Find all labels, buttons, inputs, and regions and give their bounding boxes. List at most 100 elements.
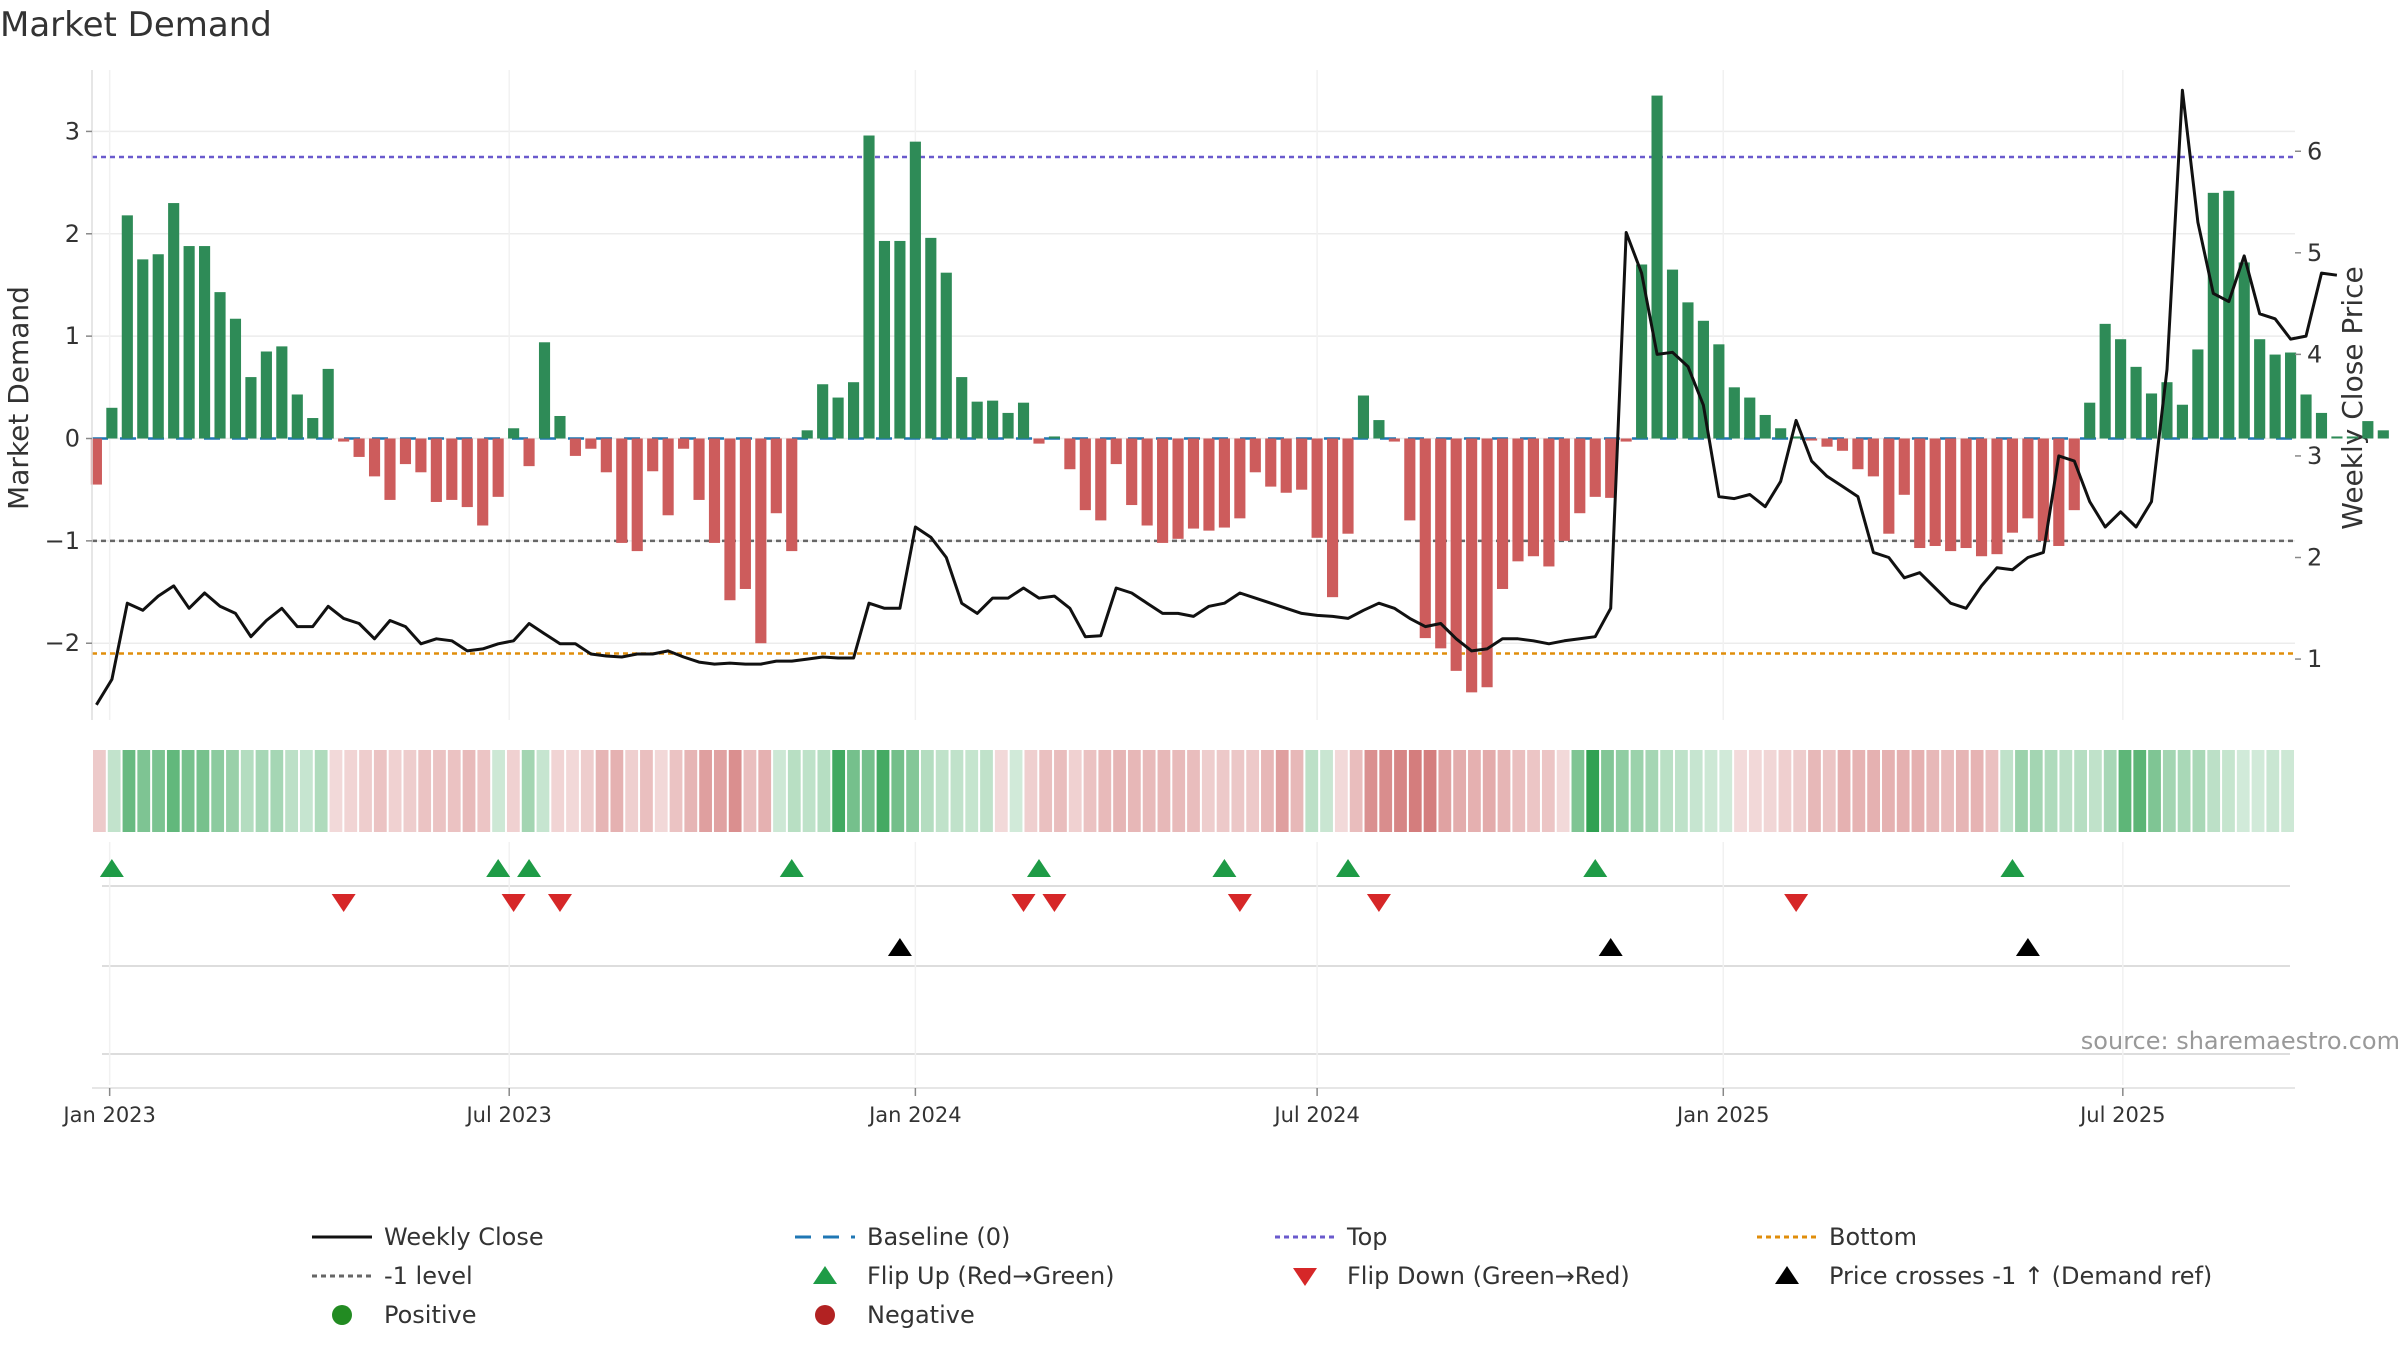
strip-cell bbox=[1837, 750, 1851, 832]
y2-tick-label: 1 bbox=[2307, 645, 2322, 673]
demand-bar bbox=[214, 292, 226, 439]
strip-cell bbox=[654, 750, 668, 832]
flip-down-marker bbox=[501, 894, 526, 912]
x-tick-label: Jan 2023 bbox=[61, 1103, 156, 1127]
strip-cell bbox=[773, 750, 786, 832]
strip-cell bbox=[787, 750, 801, 832]
strip-cell bbox=[1453, 750, 1467, 832]
strip-cell bbox=[1054, 750, 1067, 832]
demand-bar bbox=[678, 438, 690, 449]
demand-bar bbox=[446, 438, 458, 500]
strip-cell bbox=[1438, 750, 1452, 832]
flip-down-marker bbox=[1366, 894, 1391, 912]
flip-up-marker bbox=[1212, 859, 1237, 877]
demand-bar bbox=[2192, 349, 2204, 439]
demand-bar bbox=[1466, 438, 1478, 693]
flip-up-marker bbox=[517, 859, 542, 877]
strip-cell bbox=[1127, 750, 1141, 832]
demand-bar bbox=[2176, 404, 2188, 439]
demand-bar bbox=[755, 438, 767, 644]
strip-cell bbox=[359, 750, 372, 832]
strip-cell bbox=[93, 750, 106, 832]
strip-cell bbox=[1748, 750, 1762, 832]
strip-cell bbox=[1541, 750, 1555, 832]
strip-cell bbox=[1571, 750, 1585, 832]
strip-cell bbox=[536, 750, 550, 832]
demand-bar bbox=[1126, 438, 1138, 506]
legend-label: Bottom bbox=[1829, 1223, 1917, 1251]
y2-tick-label: 6 bbox=[2307, 137, 2322, 165]
strip-cell bbox=[1349, 750, 1363, 832]
demand-bar bbox=[1357, 395, 1370, 439]
strip-cell bbox=[1261, 750, 1274, 832]
strip-cell bbox=[181, 750, 195, 832]
demand-bar bbox=[152, 254, 164, 439]
strip-cell bbox=[433, 750, 446, 832]
strip-cell bbox=[1083, 750, 1097, 832]
strip-cell bbox=[2029, 750, 2043, 832]
strip-cell bbox=[2192, 750, 2206, 832]
strip-cell bbox=[388, 750, 402, 832]
demand-bar bbox=[1821, 438, 1833, 447]
strip-cell bbox=[122, 750, 136, 832]
demand-bar bbox=[1187, 438, 1200, 529]
y2-tick-label: 2 bbox=[2307, 544, 2322, 572]
strip-cell bbox=[1704, 750, 1718, 832]
strip-cell bbox=[2148, 750, 2161, 832]
demand-bar bbox=[987, 400, 999, 439]
demand-bar bbox=[338, 438, 350, 442]
demand-bar bbox=[2068, 438, 2080, 511]
strip-cell bbox=[2044, 750, 2058, 832]
demand-bar bbox=[2130, 366, 2142, 439]
strip-cell bbox=[891, 750, 905, 832]
strip-cell bbox=[2251, 750, 2265, 832]
strip-cell bbox=[1882, 750, 1895, 832]
y2-tick-label: 4 bbox=[2307, 340, 2322, 368]
demand-bar bbox=[1404, 438, 1416, 521]
cross-up-marker bbox=[1598, 938, 1623, 956]
strip-cell bbox=[1497, 750, 1511, 832]
demand-bar bbox=[832, 397, 844, 439]
legend-label: Top bbox=[1346, 1223, 1388, 1251]
demand-bar bbox=[554, 415, 566, 439]
strip-cell bbox=[1689, 750, 1703, 832]
demand-bar bbox=[245, 377, 257, 439]
strip-cell bbox=[2133, 750, 2147, 832]
legend-label: Negative bbox=[867, 1301, 975, 1329]
demand-bar bbox=[2207, 192, 2219, 439]
weekly-close-layer bbox=[95, 88, 2338, 706]
strip-cell bbox=[994, 750, 1008, 832]
demand-bar bbox=[168, 203, 180, 439]
strip-cell bbox=[1468, 750, 1481, 832]
demand-bar bbox=[1311, 438, 1323, 538]
demand-bar bbox=[1234, 438, 1246, 519]
strip-cell bbox=[1985, 750, 1999, 832]
strip-cell bbox=[2074, 750, 2088, 832]
demand-bar bbox=[894, 240, 906, 439]
demand-bar bbox=[2331, 436, 2343, 439]
flip-up-marker bbox=[1336, 859, 1361, 877]
strip-cell bbox=[906, 750, 919, 832]
strip-cell bbox=[255, 750, 269, 832]
demand-bar bbox=[1280, 438, 1292, 493]
strip-cell bbox=[935, 750, 949, 832]
x-tick-label: Jan 2025 bbox=[1675, 1103, 1770, 1127]
strip-cell bbox=[758, 750, 772, 832]
demand-bar bbox=[1589, 438, 1601, 497]
demand-bar bbox=[2006, 438, 2019, 533]
legend: Weekly Close Baseline (0) Top Bottom -1 leve… bbox=[312, 1223, 2212, 1329]
strip-cell bbox=[1216, 750, 1230, 832]
strip-cell bbox=[1364, 750, 1378, 832]
strip-cell bbox=[329, 750, 343, 832]
demand-bar bbox=[1558, 438, 1570, 541]
strip-cell bbox=[226, 750, 239, 832]
demand-bar bbox=[1728, 387, 1740, 439]
strip-cell bbox=[920, 750, 934, 832]
demand-bar bbox=[2377, 430, 2389, 439]
demand-bar bbox=[1929, 438, 1941, 546]
demand-bar bbox=[2223, 190, 2235, 439]
legend-label: Baseline (0) bbox=[867, 1223, 1010, 1251]
strip-cell bbox=[1527, 750, 1540, 832]
demand-bar bbox=[2285, 352, 2297, 439]
